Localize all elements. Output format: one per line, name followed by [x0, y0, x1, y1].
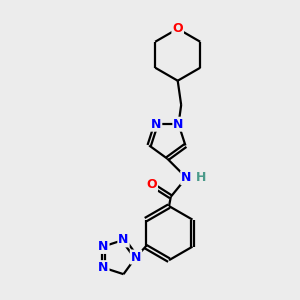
Text: N: N [181, 171, 192, 184]
Text: O: O [172, 22, 183, 35]
Text: N: N [98, 240, 109, 253]
Text: N: N [131, 250, 141, 263]
Text: N: N [118, 233, 129, 246]
Text: N: N [173, 118, 184, 131]
Text: N: N [151, 118, 161, 131]
Text: H: H [196, 170, 206, 184]
Text: O: O [146, 178, 157, 191]
Text: N: N [98, 261, 109, 274]
